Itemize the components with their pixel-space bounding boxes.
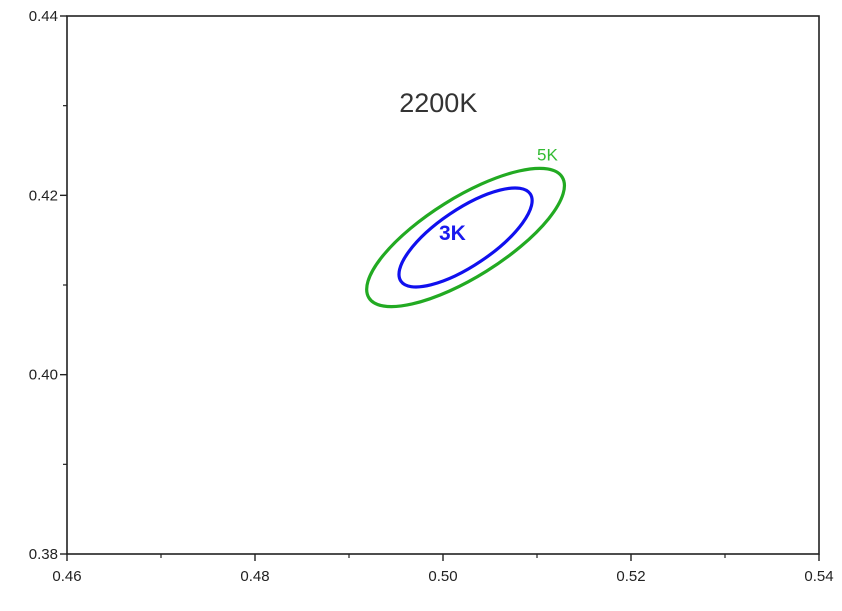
x-tick-label: 0.50 xyxy=(428,568,457,585)
y-tick-label: 0.40 xyxy=(29,367,58,384)
y-tick-label: 0.44 xyxy=(29,8,58,25)
ellipse-3k xyxy=(397,186,534,289)
series-label-5k: 5K xyxy=(537,145,558,164)
chart-title-annotation: 2200K xyxy=(399,88,477,118)
y-tick-label: 0.42 xyxy=(29,187,58,204)
ellipse-5k xyxy=(365,166,567,309)
x-tick-label: 0.54 xyxy=(804,568,833,585)
series-label-3k: 3K xyxy=(439,222,466,245)
x-tick-label: 0.52 xyxy=(616,568,645,585)
x-tick-label: 0.48 xyxy=(240,568,269,585)
y-tick-label: 0.38 xyxy=(29,546,58,563)
x-tick-label: 0.46 xyxy=(52,568,81,585)
